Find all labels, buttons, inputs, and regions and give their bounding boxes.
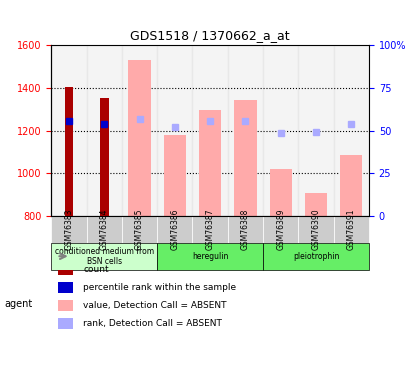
FancyBboxPatch shape	[263, 216, 298, 243]
Bar	[57, 318, 73, 328]
FancyBboxPatch shape	[157, 216, 192, 243]
Text: GSM76386: GSM76386	[170, 209, 179, 250]
Text: GSM76388: GSM76388	[240, 209, 249, 250]
Bar	[263, 45, 298, 216]
Bar	[298, 45, 333, 216]
FancyBboxPatch shape	[263, 243, 368, 270]
Bar	[57, 264, 73, 275]
Text: count: count	[83, 265, 108, 274]
Bar	[198, 110, 221, 216]
Bar	[163, 135, 186, 216]
Text: percentile rank within the sample: percentile rank within the sample	[83, 283, 236, 292]
FancyBboxPatch shape	[86, 216, 121, 243]
Bar	[57, 282, 73, 292]
Bar	[234, 99, 256, 216]
Bar	[157, 45, 192, 216]
Text: GSM76387: GSM76387	[205, 209, 214, 250]
Bar	[333, 45, 368, 216]
Text: GSM76390: GSM76390	[311, 209, 320, 250]
Bar	[57, 300, 73, 310]
Text: GSM76389: GSM76389	[276, 209, 285, 250]
Text: GSM76383: GSM76383	[64, 209, 73, 250]
Bar	[86, 45, 121, 216]
Text: GSM76384: GSM76384	[99, 209, 108, 250]
FancyBboxPatch shape	[227, 216, 263, 243]
FancyBboxPatch shape	[192, 216, 227, 243]
Bar	[51, 45, 86, 216]
FancyBboxPatch shape	[51, 243, 157, 270]
Bar	[121, 45, 157, 216]
FancyBboxPatch shape	[298, 216, 333, 243]
Text: GSM76385: GSM76385	[135, 209, 144, 250]
Title: GDS1518 / 1370662_a_at: GDS1518 / 1370662_a_at	[130, 30, 289, 42]
Text: rank, Detection Call = ABSENT: rank, Detection Call = ABSENT	[83, 319, 221, 328]
Bar	[269, 169, 291, 216]
Bar	[304, 193, 326, 216]
Text: agent: agent	[4, 299, 32, 309]
Bar	[65, 87, 73, 216]
FancyBboxPatch shape	[157, 243, 263, 270]
Bar	[128, 60, 150, 216]
Bar	[192, 45, 227, 216]
Text: conditioned medium from
BSN cells: conditioned medium from BSN cells	[54, 246, 153, 266]
Bar	[227, 45, 263, 216]
Text: GSM76391: GSM76391	[346, 209, 355, 250]
Text: value, Detection Call = ABSENT: value, Detection Call = ABSENT	[83, 301, 226, 310]
Text: heregulin: heregulin	[191, 252, 228, 261]
Text: pleiotrophin: pleiotrophin	[292, 252, 338, 261]
Bar	[100, 99, 108, 216]
FancyBboxPatch shape	[121, 216, 157, 243]
FancyBboxPatch shape	[51, 216, 86, 243]
Bar	[339, 155, 362, 216]
FancyBboxPatch shape	[333, 216, 368, 243]
